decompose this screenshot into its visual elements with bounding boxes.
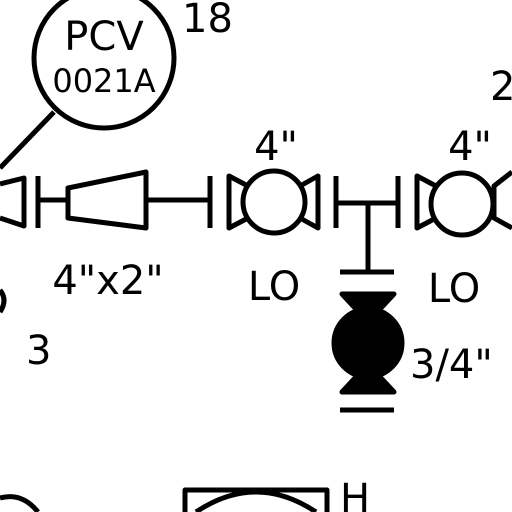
instrument-tag-function: PCV: [64, 14, 144, 60]
left-edge-arc: [0, 288, 7, 314]
instrument-bubble-pcv: PCV 0021A: [31, 0, 177, 131]
bottom-left-arc: [0, 494, 40, 512]
drain-valve-size-label: 3/4": [410, 342, 493, 388]
instrument-tag-number: 0021A: [52, 62, 155, 100]
bottom-box-arc: [194, 489, 318, 512]
left-partial-symbol: [0, 175, 27, 229]
ball-valve-2: [414, 170, 512, 238]
edge-label-left: 3: [26, 328, 51, 374]
concentric-reducer: [65, 169, 149, 231]
edge-label-top-right: 2: [490, 64, 512, 110]
drain-valve: [331, 291, 405, 395]
reducer-size-label: 4"x2": [52, 258, 163, 304]
valve-1-size-label: 4": [254, 124, 298, 170]
edge-label-bottom-right: H: [340, 476, 370, 512]
valve-1-position-label: LO: [248, 264, 300, 310]
instrument-ref-number: 18: [182, 0, 233, 42]
valve-2-size-label: 4": [448, 124, 492, 170]
valve-2-position-label: LO: [428, 266, 480, 312]
ball-valve-1: [226, 168, 321, 236]
instrument-leader-line: [0, 110, 56, 170]
